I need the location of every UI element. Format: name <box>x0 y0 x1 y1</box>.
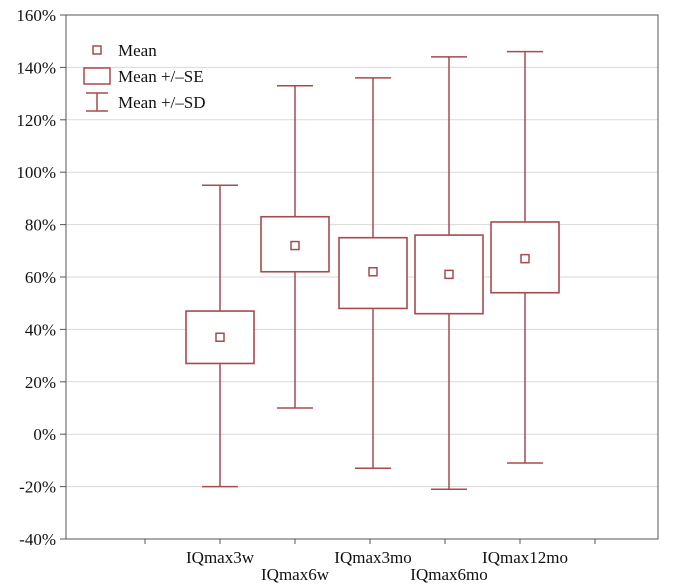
box-group-IQmax6w <box>260 84 330 409</box>
y-tick-label: 0% <box>33 425 56 444</box>
mean-marker <box>368 267 378 277</box>
y-tick-label: -40% <box>19 530 56 549</box>
x-tick-label-IQmax6w: IQmax6w <box>261 565 330 584</box>
box-group-IQmax3w <box>185 184 255 488</box>
y-tick-label: 140% <box>16 58 56 77</box>
legend-label-se: Mean +/–SE <box>118 67 204 86</box>
axes <box>60 14 659 544</box>
x-tick-label-IQmax6mo: IQmax6mo <box>410 565 487 584</box>
y-tick-label: 80% <box>25 216 56 235</box>
y-tick-label: 20% <box>25 373 56 392</box>
legend-label-mean: Mean <box>118 41 157 60</box>
x-tick-label-IQmax3w: IQmax3w <box>186 548 255 567</box>
box-group-IQmax12mo <box>490 50 560 464</box>
x-tick-label-IQmax12mo: IQmax12mo <box>482 548 568 567</box>
y-tick-label: 40% <box>25 320 56 339</box>
legend: Mean Mean +/–SE Mean +/–SD <box>83 41 206 112</box>
mean-marker <box>290 240 300 251</box>
box-group-IQmax3mo <box>338 77 408 470</box>
y-tick-labels: 160% 140% 120% 100% 80% 60% 40% 20% 0% -20% -40% <box>16 6 56 549</box>
y-tick-label: 160% <box>16 6 56 25</box>
mean-marker <box>520 253 530 264</box>
mean-marker <box>215 332 225 343</box>
legend-mean-icon <box>92 45 102 55</box>
se-box <box>260 215 330 273</box>
box-plots <box>185 50 560 490</box>
legend-se-icon <box>83 67 111 85</box>
x-tick-label-IQmax3mo: IQmax3mo <box>334 548 411 567</box>
legend-label-sd: Mean +/–SD <box>118 93 206 112</box>
y-tick-label: 120% <box>16 111 56 130</box>
mean-marker <box>444 269 454 280</box>
y-tick-label: 100% <box>16 163 56 182</box>
y-tick-label: 60% <box>25 268 56 287</box>
box-group-IQmax6mo <box>414 56 484 490</box>
y-tick-label: -20% <box>19 478 56 497</box>
